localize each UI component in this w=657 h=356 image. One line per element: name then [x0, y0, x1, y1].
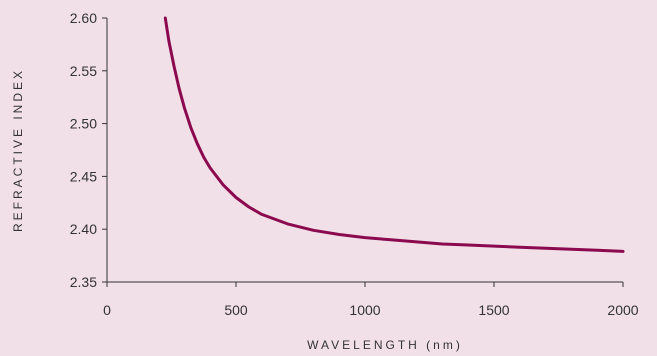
x-tick-label: 500 — [224, 302, 248, 318]
ticks-layer: 2.35 2.40 2.45 2.50 2.55 2.60 0 500 1000 1500 2000 — [70, 10, 639, 318]
y-axis-title: REFRACTIVE INDEX — [11, 68, 25, 232]
series-layer — [163, 16, 625, 253]
y-tick-label: 2.35 — [70, 274, 97, 290]
y-tick-label: 2.45 — [70, 168, 97, 184]
y-tick-label: 2.50 — [70, 116, 97, 132]
x-tick-label: 1000 — [349, 302, 380, 318]
y-tick-label: 2.55 — [70, 63, 97, 79]
series-line — [163, 16, 625, 253]
x-axis-title: WAVELENGTH (nm) — [307, 338, 463, 352]
x-tick-label: 2000 — [607, 302, 638, 318]
x-tick-label: 0 — [103, 302, 111, 318]
y-tick-label: 2.60 — [70, 10, 97, 26]
x-tick-label: 1500 — [478, 302, 509, 318]
y-tick-label: 2.40 — [70, 221, 97, 237]
